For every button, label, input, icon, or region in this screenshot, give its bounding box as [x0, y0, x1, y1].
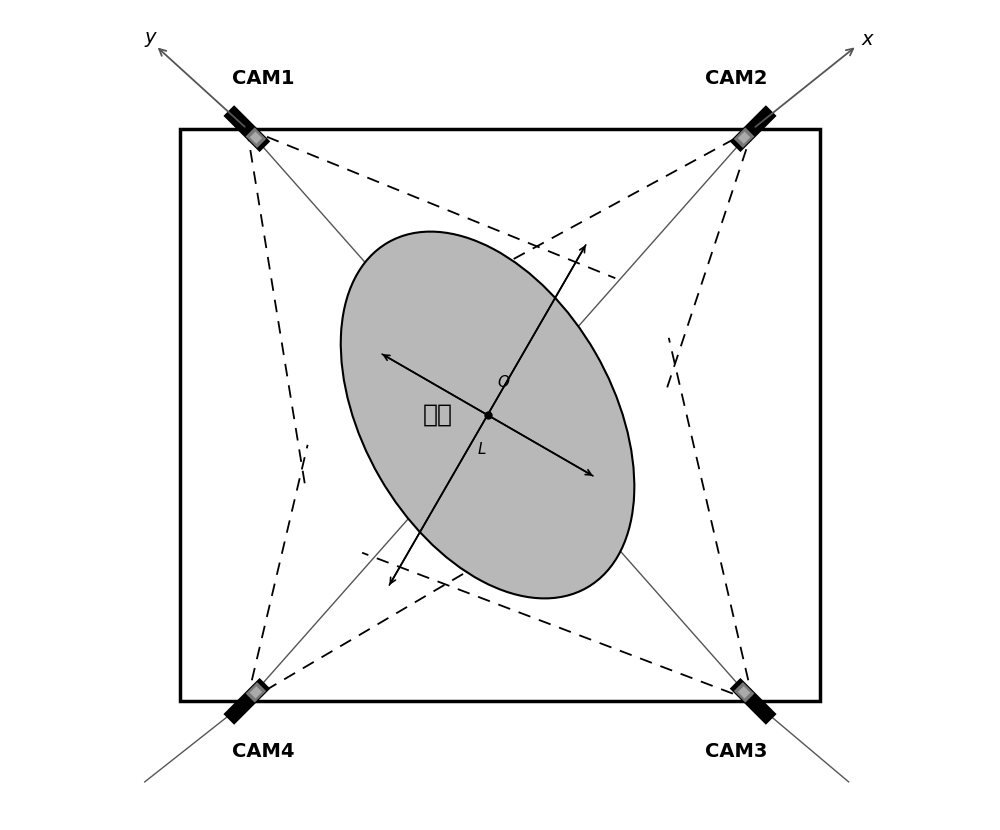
- Polygon shape: [246, 682, 266, 702]
- Text: y: y: [144, 28, 155, 46]
- Polygon shape: [223, 105, 270, 152]
- Text: x: x: [861, 31, 873, 49]
- Bar: [180, 129, 820, 701]
- Polygon shape: [734, 682, 754, 702]
- Text: CAM4: CAM4: [232, 742, 295, 760]
- Text: L: L: [477, 442, 486, 456]
- Polygon shape: [223, 678, 270, 725]
- Polygon shape: [738, 686, 750, 699]
- Polygon shape: [250, 686, 262, 699]
- Polygon shape: [250, 131, 262, 144]
- Polygon shape: [730, 105, 777, 152]
- Text: CAM1: CAM1: [232, 70, 295, 88]
- Polygon shape: [246, 128, 266, 148]
- Text: O: O: [498, 375, 510, 390]
- Text: 目标: 目标: [423, 403, 453, 427]
- Ellipse shape: [341, 232, 634, 598]
- Polygon shape: [734, 128, 754, 148]
- Polygon shape: [730, 678, 777, 725]
- Text: CAM2: CAM2: [705, 70, 768, 88]
- Polygon shape: [738, 131, 750, 144]
- Text: CAM3: CAM3: [705, 742, 768, 760]
